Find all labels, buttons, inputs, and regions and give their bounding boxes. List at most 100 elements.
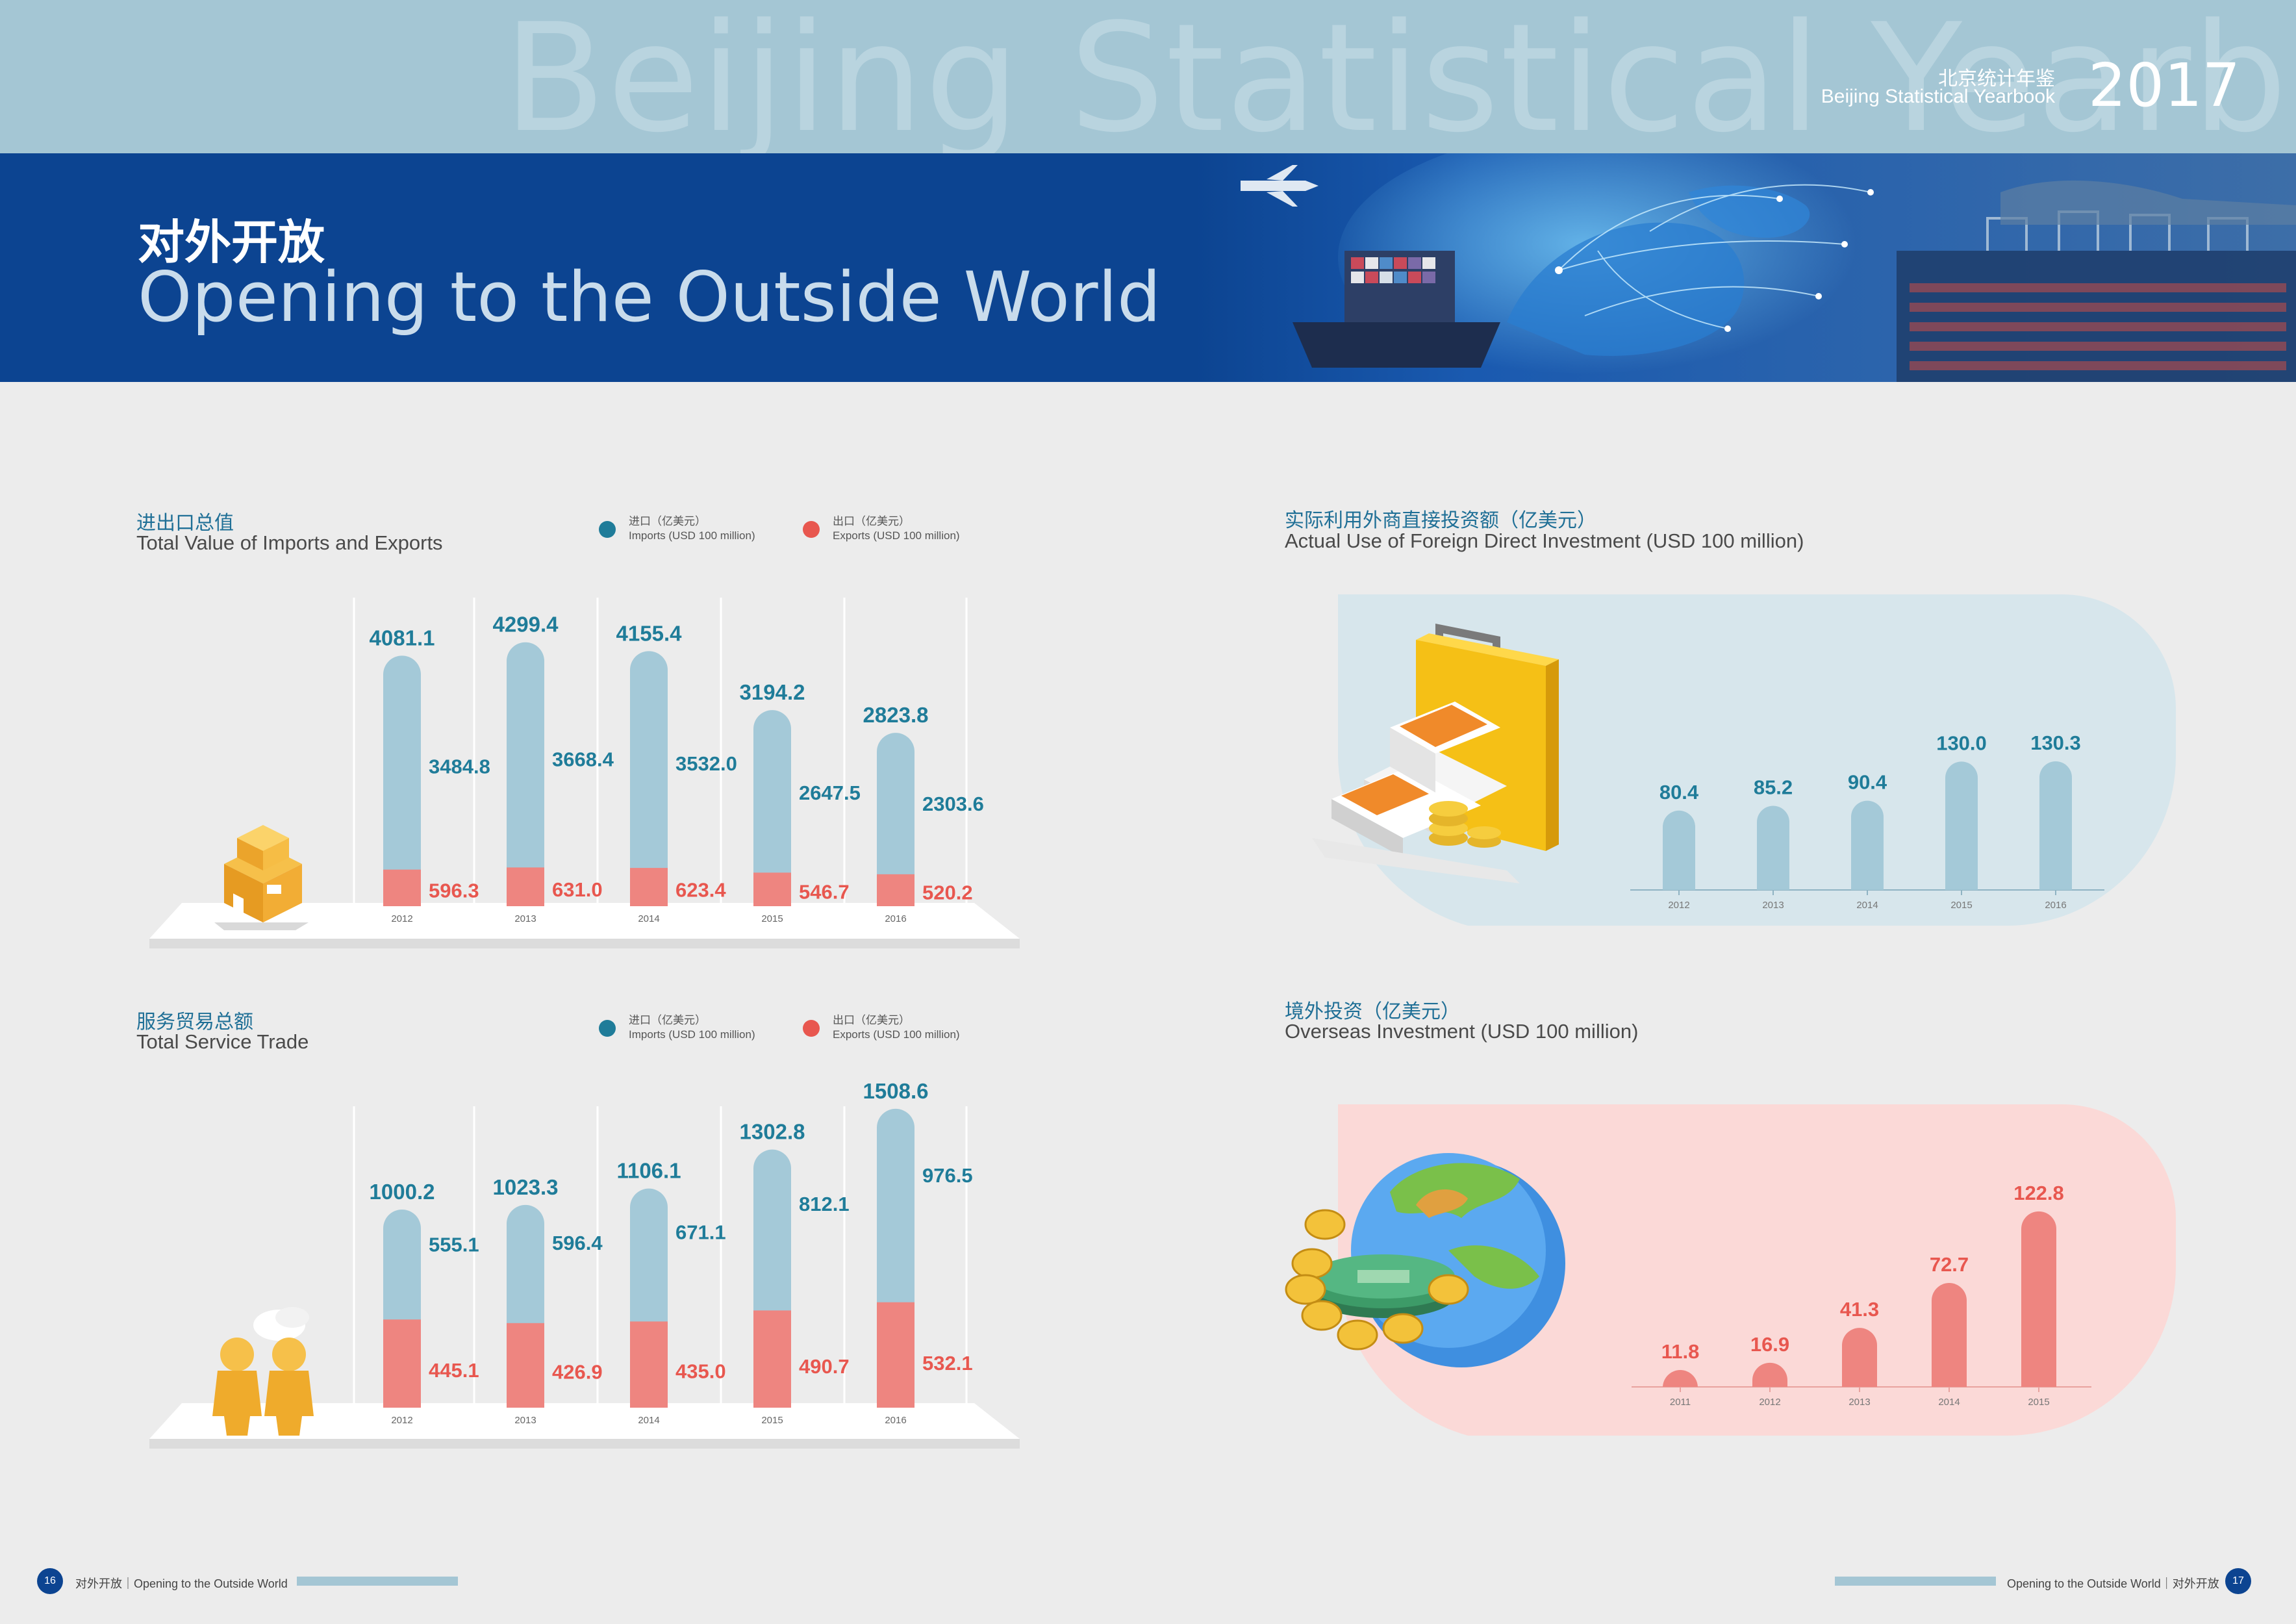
footer-bar-left xyxy=(297,1577,458,1586)
value-label: 130.0 xyxy=(1936,731,1987,754)
bar xyxy=(1932,1283,1967,1387)
footer-bar-right xyxy=(1835,1577,1996,1586)
yearbook-title-cn: 北京统计年鉴 xyxy=(1938,68,2055,90)
bar xyxy=(1757,806,1789,890)
top-band: Beijing Statistical Yearbook 北京统计年鉴 Beij… xyxy=(0,0,2296,153)
bar xyxy=(1663,1370,1698,1388)
boxes-icon xyxy=(214,825,309,930)
imports-value-label: 555.1 xyxy=(429,1233,479,1256)
exports-value-label: 520.2 xyxy=(922,881,973,904)
value-label: 130.3 xyxy=(2030,731,2081,754)
imports-bar xyxy=(383,655,421,870)
x-tick-label: 2012 xyxy=(391,1415,412,1426)
total-label: 1000.2 xyxy=(370,1180,435,1204)
total-label: 1023.3 xyxy=(493,1175,559,1199)
legend-imports-cn: 进口（亿美元） xyxy=(629,515,706,527)
x-tick-label: 2015 xyxy=(761,1415,783,1426)
trade-chart: 4081.1 3484.8 596.3 2012 4299.4 3668.4 631.0 20… xyxy=(149,598,1020,948)
value-label: 80.4 xyxy=(1659,781,1699,804)
briefcase-money-icon xyxy=(1312,624,1559,883)
service-chart-platform xyxy=(149,1403,1020,1439)
x-tick-label: 2015 xyxy=(2028,1397,2049,1408)
globe-money-icon xyxy=(1285,1153,1565,1367)
exports-legend-dot xyxy=(803,1020,820,1037)
trade-title-cn: 进出口总值 xyxy=(136,513,234,534)
footer-text-left: 对外开放｜Opening to the Outside World xyxy=(75,1577,288,1590)
x-tick-label: 2014 xyxy=(1938,1397,1960,1408)
imports-bar xyxy=(877,733,915,875)
service-plot: 1000.2 555.1 445.1 2012 1023.3 596.4 426.9 2013… xyxy=(353,1082,973,1426)
x-tick-label: 2013 xyxy=(1848,1397,1870,1408)
exports-bar xyxy=(383,869,421,906)
x-tick-label: 2013 xyxy=(514,913,536,924)
legend-exports-cn: 出口（亿美元） xyxy=(833,1014,910,1026)
imports-value-label: 671.1 xyxy=(675,1221,726,1243)
overseas-chart: 11.8 2011 16.9 2012 41.3 2013 72.7 2014 122.8 201… xyxy=(1285,1104,2176,1436)
yearbook-title-en: Beijing Statistical Yearbook xyxy=(1821,86,2055,107)
x-tick-label: 2014 xyxy=(638,913,659,924)
fdi-chart: 80.4 2012 85.2 2013 90.4 2014 130.0 2015 130.3 20… xyxy=(1312,594,2176,926)
exports-value-label: 623.4 xyxy=(675,878,726,901)
x-tick-label: 2016 xyxy=(2045,900,2066,911)
exports-value-label: 596.3 xyxy=(429,879,479,902)
bar xyxy=(2039,761,2072,890)
value-label: 11.8 xyxy=(1661,1340,1700,1363)
imports-bar xyxy=(753,1149,791,1312)
legend-exports-en: Exports (USD 100 million) xyxy=(833,1028,960,1041)
exports-value-label: 490.7 xyxy=(799,1355,850,1378)
service-chart-platform-edge xyxy=(149,1439,1020,1449)
page-title-en: Opening to the Outside World xyxy=(138,257,1161,337)
exports-bar xyxy=(507,1323,544,1408)
title-band: 对外开放 Opening to the Outside World xyxy=(0,153,2296,382)
overseas-title-en: Overseas Investment (USD 100 million) xyxy=(1285,1020,1639,1043)
trade-chart-platform-edge xyxy=(149,939,1020,948)
x-tick-label: 2014 xyxy=(638,1415,659,1426)
trade-chart-platform xyxy=(149,903,1020,939)
x-tick-label: 2012 xyxy=(391,913,412,924)
legend-exports-en: Exports (USD 100 million) xyxy=(833,529,960,542)
fdi-title-cn: 实际利用外商直接投资额（亿美元） xyxy=(1285,510,1596,531)
total-label: 1302.8 xyxy=(740,1120,805,1144)
x-tick-label: 2016 xyxy=(885,913,906,924)
page-title-cn: 对外开放 xyxy=(138,217,325,269)
service-chart: 1000.2 555.1 445.1 2012 1023.3 596.4 426.9 2013… xyxy=(149,1082,1020,1449)
trade-title-en: Total Value of Imports and Exports xyxy=(136,531,443,554)
footer-text-right: Opening to the Outside World｜对外开放 xyxy=(2007,1577,2219,1590)
banner-port-image xyxy=(1195,153,2296,382)
imports-bar xyxy=(630,1188,668,1323)
x-tick-label: 2013 xyxy=(514,1415,536,1426)
value-label: 122.8 xyxy=(2013,1182,2064,1204)
bar xyxy=(2021,1211,2056,1387)
x-tick-label: 2016 xyxy=(885,1415,906,1426)
bar xyxy=(1945,761,1978,890)
total-label: 3194.2 xyxy=(740,680,805,704)
imports-value-label: 3668.4 xyxy=(552,748,614,770)
value-label: 72.7 xyxy=(1930,1253,1969,1276)
exports-value-label: 445.1 xyxy=(429,1359,479,1382)
legend-imports-cn: 进口（亿美元） xyxy=(629,1014,706,1026)
exports-value-label: 532.1 xyxy=(922,1352,973,1375)
total-label: 2823.8 xyxy=(863,703,929,727)
legend-exports-cn: 出口（亿美元） xyxy=(833,515,910,527)
value-label: 41.3 xyxy=(1840,1298,1879,1321)
fdi-plot: 80.4 2012 85.2 2013 90.4 2014 130.0 2015 130.3 20… xyxy=(1630,731,2104,911)
service-legend-imports: 进口（亿美元） Imports (USD 100 million) xyxy=(599,1013,768,1045)
exports-bar xyxy=(877,874,915,906)
imports-value-label: 3532.0 xyxy=(675,752,737,775)
overseas-title-cn: 境外投资（亿美元） xyxy=(1285,1001,1460,1022)
exports-value-label: 546.7 xyxy=(799,880,850,903)
bar xyxy=(1663,810,1695,890)
exports-value-label: 435.0 xyxy=(675,1360,726,1382)
imports-value-label: 3484.8 xyxy=(429,755,490,778)
x-tick-label: 2013 xyxy=(1762,900,1784,911)
exports-legend-dot xyxy=(803,521,820,538)
exports-value-label: 631.0 xyxy=(552,878,603,901)
exports-bar xyxy=(753,1310,791,1408)
legend-imports-en: Imports (USD 100 million) xyxy=(629,529,755,542)
total-label: 4299.4 xyxy=(493,613,559,637)
bar xyxy=(1752,1362,1787,1387)
value-label: 90.4 xyxy=(1848,771,1887,794)
imports-value-label: 596.4 xyxy=(552,1232,603,1254)
imports-value-label: 976.5 xyxy=(922,1164,973,1187)
